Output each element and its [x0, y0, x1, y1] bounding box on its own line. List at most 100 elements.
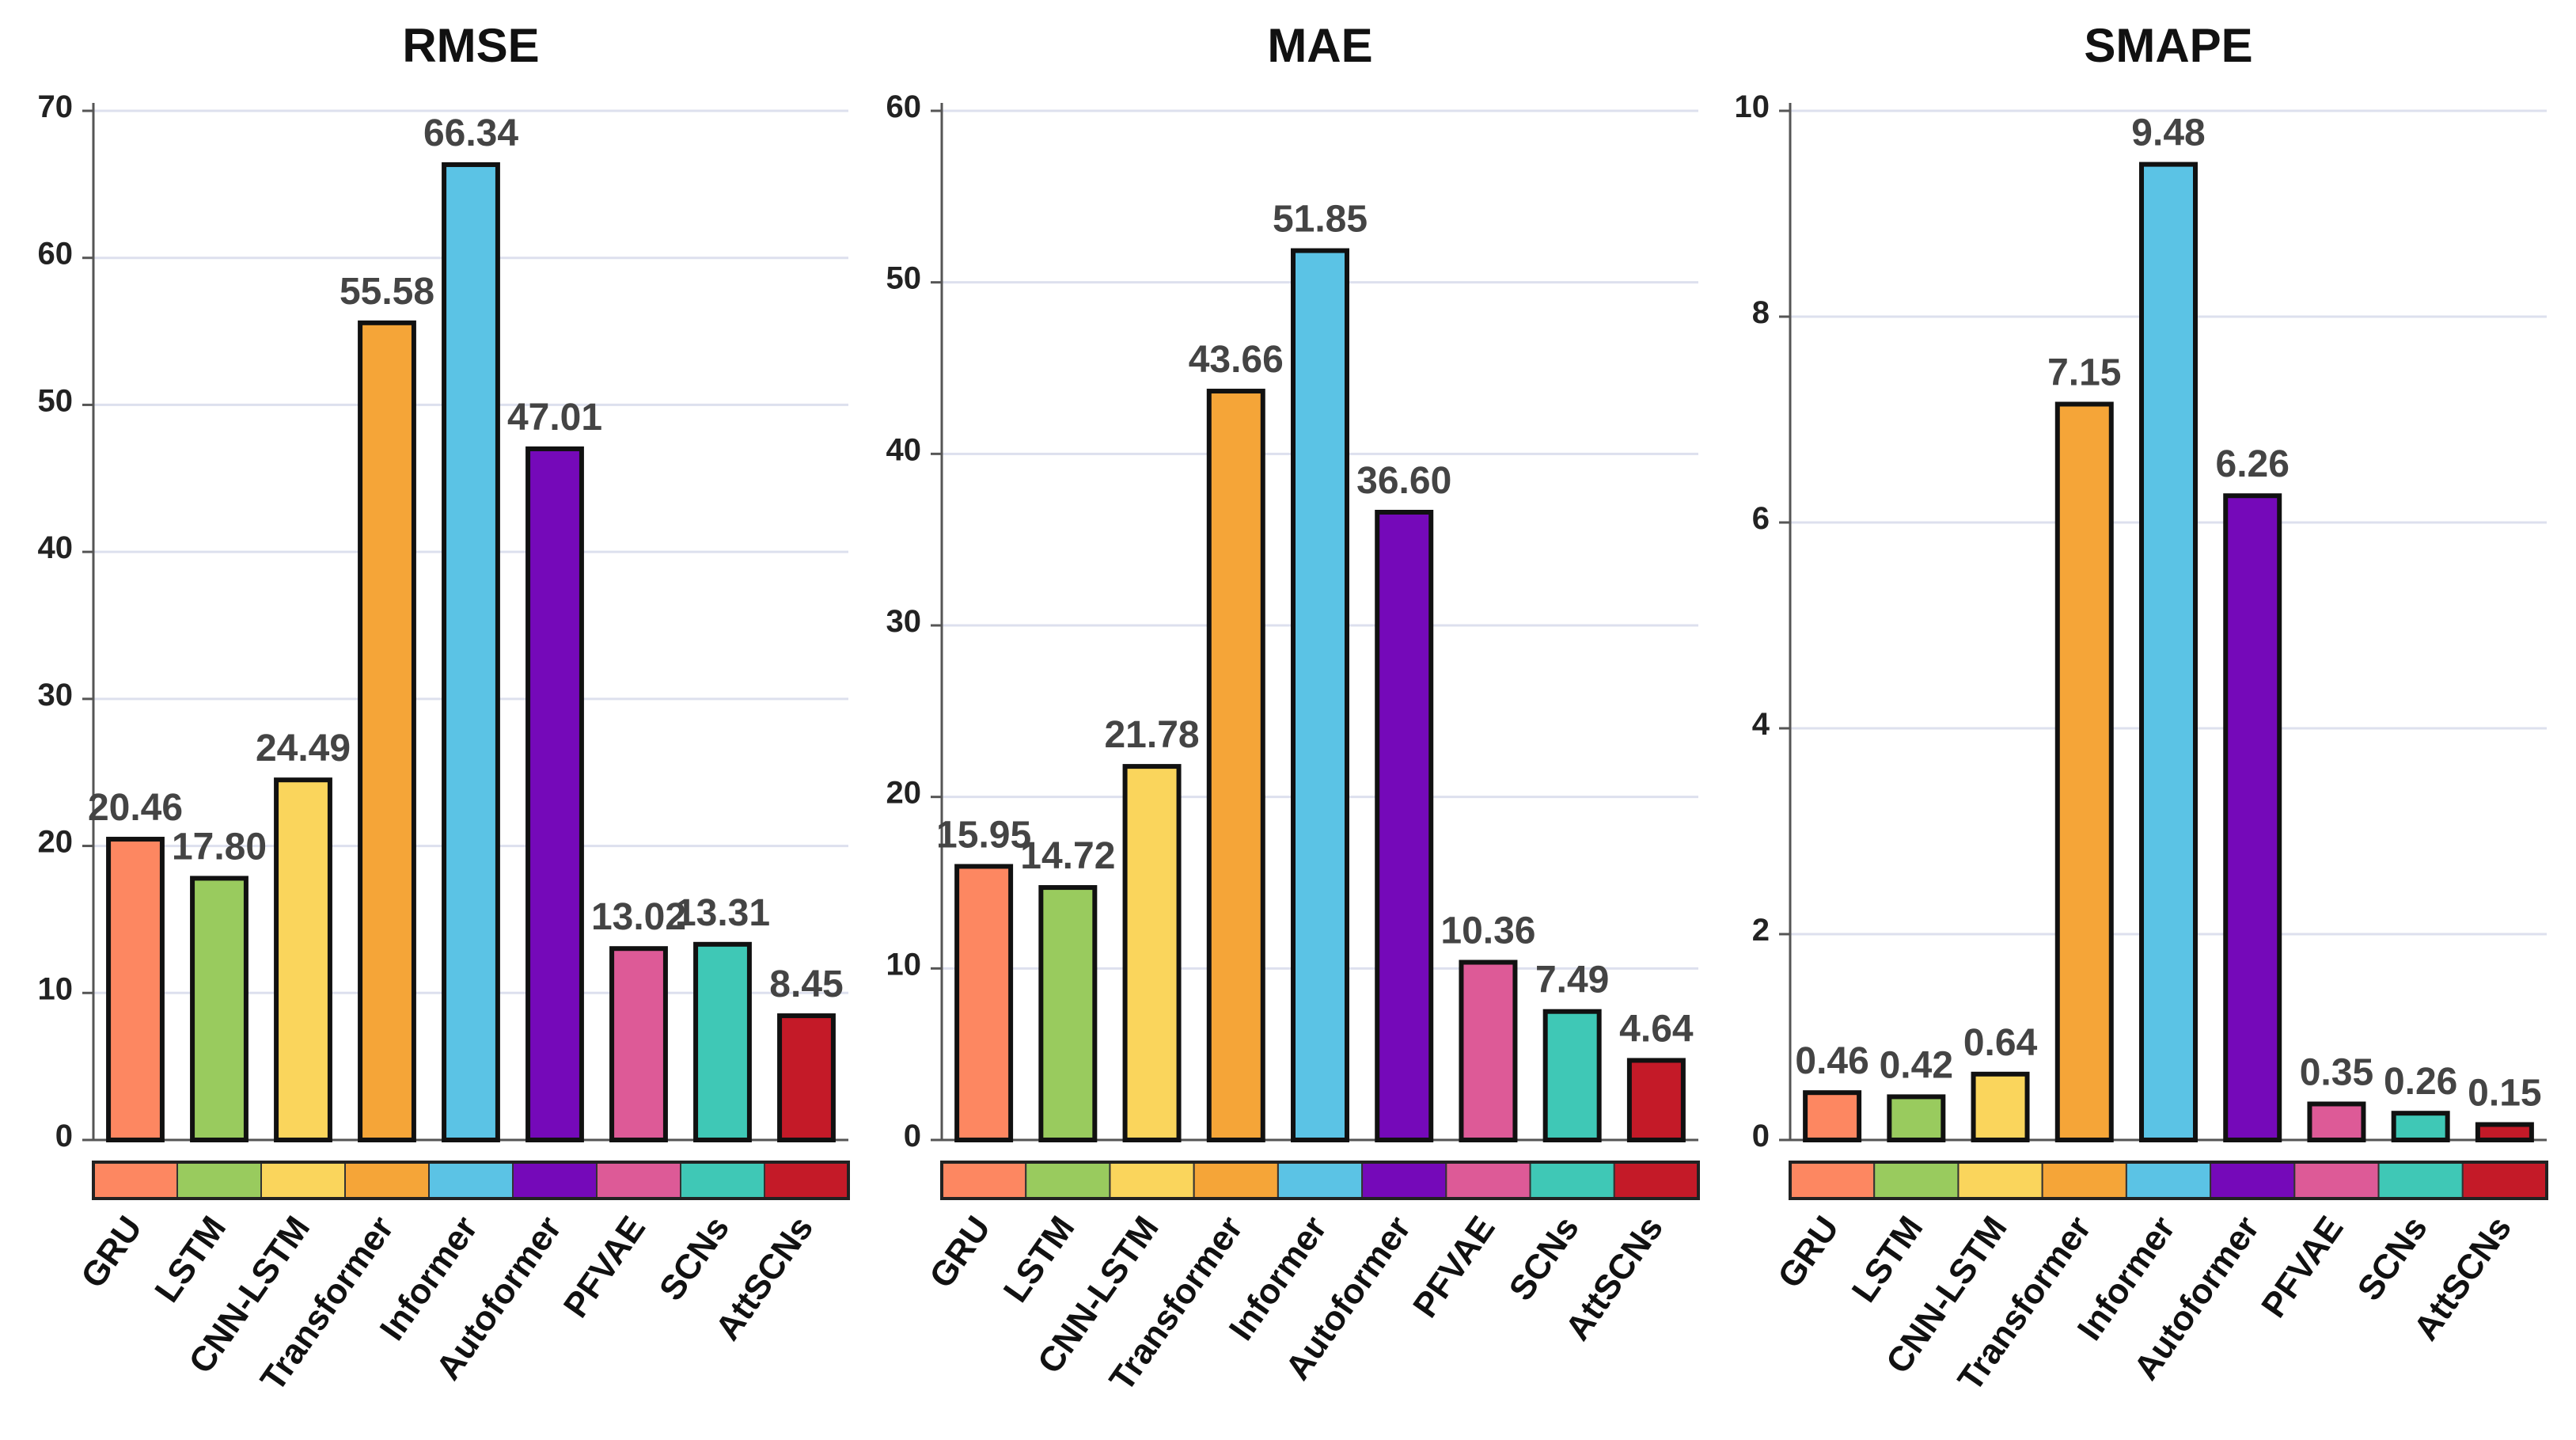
y-tick-label: 70: [38, 89, 74, 124]
category-label-scns: SCNs: [2350, 1210, 2434, 1308]
category-label-scns: SCNs: [1501, 1210, 1586, 1308]
value-label-gru: 0.46: [1795, 1040, 1868, 1082]
legend-swatch-cnn-lstm: [260, 1161, 346, 1199]
bar-scns: [1542, 1009, 1602, 1143]
legend-swatch-transformer: [1193, 1161, 1279, 1199]
legend-swatch-transformer: [344, 1161, 430, 1199]
bar-pfvae: [609, 946, 668, 1142]
bar-transformer: [1206, 389, 1265, 1142]
value-label-transformer: 43.66: [1189, 339, 1284, 381]
legend-swatch-lstm: [1873, 1161, 1960, 1199]
value-label-cnn-lstm: 21.78: [1104, 714, 1199, 756]
category-label-gru: GRU: [74, 1210, 150, 1295]
legend-swatch-autoformer: [1361, 1161, 1447, 1199]
bar-scns: [693, 941, 752, 1143]
chart-title: SMAPE: [2084, 19, 2252, 72]
value-label-transformer: 7.15: [2047, 352, 2121, 394]
bar-lstm: [1038, 885, 1098, 1142]
legend-swatch-attscns: [764, 1161, 849, 1199]
bar-informer: [442, 161, 500, 1142]
y-tick-label: 10: [1735, 89, 1770, 124]
bar-transformer: [2054, 401, 2114, 1142]
legend-swatch-informer: [1277, 1161, 1364, 1199]
bar-informer: [2139, 161, 2198, 1143]
bar-pfvae: [2307, 1101, 2366, 1142]
y-tick-label: 10: [38, 971, 74, 1006]
bar-cnn-lstm: [274, 777, 332, 1143]
category-label-pfvae: PFVAE: [1406, 1210, 1502, 1325]
legend-strip: [940, 1161, 1700, 1200]
value-label-pfvae: 10.36: [1440, 910, 1535, 952]
value-label-transformer: 55.58: [340, 271, 434, 313]
legend-swatch-autoformer: [2210, 1161, 2296, 1199]
legend-swatch-lstm: [176, 1161, 262, 1199]
legend-swatch-autoformer: [512, 1161, 598, 1199]
legend-swatch-gru: [941, 1161, 1027, 1199]
value-label-scns: 7.49: [1535, 959, 1609, 1001]
legend-swatch-scns: [1529, 1161, 1615, 1199]
value-label-attscns: 0.15: [2468, 1073, 2541, 1115]
value-label-scns: 13.31: [675, 892, 770, 934]
value-label-autoformer: 36.60: [1356, 460, 1451, 502]
legend-strip: [92, 1161, 850, 1200]
value-label-scns: 0.26: [2384, 1061, 2457, 1103]
bar-lstm: [190, 876, 248, 1143]
y-tick-label: 4: [1752, 707, 1770, 742]
y-tick-label: 6: [1752, 501, 1770, 536]
bar-scns: [2391, 1111, 2450, 1142]
y-tick-label: 60: [886, 89, 922, 124]
chart-title: RMSE: [402, 19, 539, 72]
y-tick-label: 50: [38, 383, 74, 418]
category-label-pfvae: PFVAE: [556, 1210, 653, 1325]
chart-panel-mae: MAE010203040506015.95GRU14.72LSTM21.78CN…: [886, 19, 1700, 1398]
legend-swatch-lstm: [1025, 1161, 1111, 1199]
category-label-lstm: LSTM: [147, 1210, 233, 1309]
value-label-lstm: 14.72: [1020, 835, 1115, 877]
legend-swatch-cnn-lstm: [1957, 1161, 2043, 1199]
bar-cnn-lstm: [1971, 1071, 2030, 1143]
legend-swatch-attscns: [1613, 1161, 1700, 1199]
y-tick-label: 40: [38, 530, 74, 565]
bar-attscns: [777, 1013, 836, 1142]
value-label-pfvae: 0.35: [2300, 1052, 2373, 1094]
y-tick-label: 60: [38, 237, 74, 272]
category-label-pfvae: PFVAE: [2254, 1210, 2350, 1325]
y-tick-label: 0: [55, 1119, 73, 1153]
legend-swatch-transformer: [2041, 1161, 2127, 1199]
value-label-gru: 15.95: [936, 814, 1031, 856]
value-label-informer: 51.85: [1273, 199, 1368, 241]
legend-swatch-informer: [2125, 1161, 2212, 1199]
legend-swatch-scns: [680, 1161, 765, 1199]
legend-swatch-pfvae: [1445, 1161, 1531, 1199]
category-label-gru: GRU: [1770, 1210, 1846, 1295]
value-label-attscns: 4.64: [1619, 1008, 1694, 1050]
legend-swatch-cnn-lstm: [1109, 1161, 1195, 1199]
bar-gru: [106, 837, 165, 1142]
category-label-scns: SCNs: [652, 1210, 737, 1308]
value-label-autoformer: 47.01: [507, 397, 602, 439]
value-label-pfvae: 13.02: [591, 896, 686, 938]
bar-pfvae: [1459, 959, 1518, 1142]
bar-autoformer: [525, 446, 584, 1142]
bar-cnn-lstm: [1122, 764, 1182, 1142]
legend-swatch-scns: [2377, 1161, 2464, 1199]
y-tick-label: 40: [886, 432, 922, 467]
bar-informer: [1291, 248, 1349, 1142]
y-tick-label: 30: [886, 604, 922, 639]
bar-transformer: [358, 320, 416, 1142]
bar-attscns: [1626, 1058, 1686, 1143]
value-label-cnn-lstm: 24.49: [256, 728, 351, 769]
legend-swatch-informer: [428, 1161, 514, 1199]
bar-gru: [954, 864, 1014, 1142]
y-tick-label: 20: [886, 776, 922, 811]
value-label-lstm: 0.42: [1880, 1044, 1953, 1086]
y-tick-label: 50: [886, 261, 922, 296]
value-label-informer: 66.34: [423, 112, 518, 154]
value-label-autoformer: 6.26: [2216, 443, 2290, 485]
legend-swatch-pfvae: [2293, 1161, 2380, 1199]
chart-title: MAE: [1267, 19, 1372, 72]
category-label-gru: GRU: [922, 1210, 998, 1295]
bar-gru: [1803, 1090, 1862, 1142]
chart-panel-rmse: RMSE 0 10 20 30 40 50 60 70 20.46 GRU 17.80 LSTM 24.4…: [38, 19, 850, 1398]
